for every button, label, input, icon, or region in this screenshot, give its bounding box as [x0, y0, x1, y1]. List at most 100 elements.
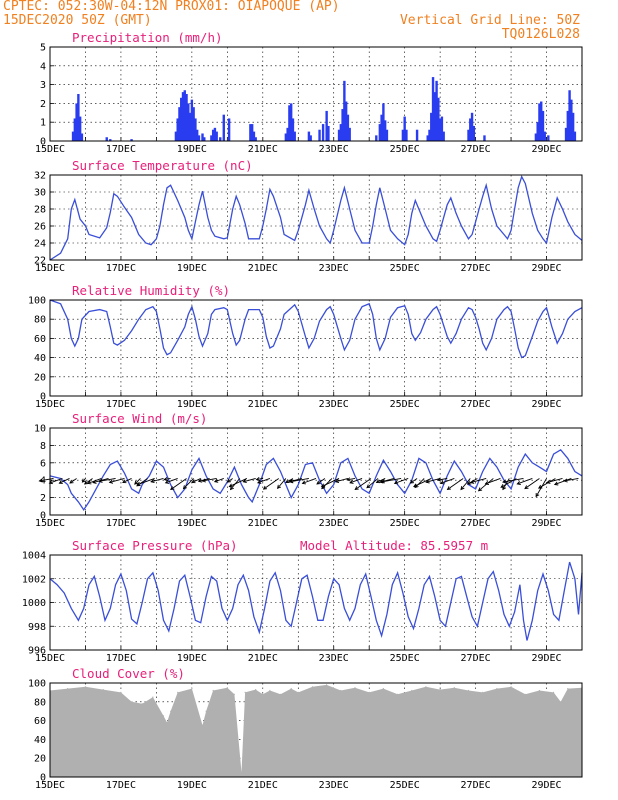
y-tick-label: 20	[34, 754, 46, 765]
cloud-cover-point	[439, 689, 441, 691]
y-tick-label: 2	[40, 99, 46, 110]
precip-bar	[286, 127, 289, 141]
wind-vector	[409, 478, 418, 484]
plot-frame	[49, 427, 583, 516]
y-tick-label: 10	[34, 424, 46, 435]
x-tick-label: 15DEC	[35, 518, 65, 529]
precip-bar	[213, 127, 217, 141]
precip-bar	[348, 127, 351, 141]
cloud-cover-point	[411, 689, 413, 692]
wind-vector	[354, 478, 372, 491]
x-tick-label: 25DEC	[390, 653, 420, 664]
wind-vector	[375, 478, 386, 484]
wind-vector	[58, 478, 70, 484]
x-tick-label: 19DEC	[177, 263, 207, 274]
wind-vector	[257, 478, 271, 484]
cloud-cover-point	[311, 686, 314, 688]
x-tick-label: 19DEC	[177, 144, 207, 155]
precip-bar	[378, 124, 382, 141]
wind-vector	[191, 478, 201, 484]
x-tick-label: 29DEC	[531, 780, 561, 791]
y-tick-label: 60	[34, 716, 46, 727]
wind-vector	[425, 478, 441, 484]
wind-vector	[502, 478, 524, 484]
precip-bar	[252, 131, 256, 141]
panel-title: Relative Humidity (%)	[72, 283, 230, 298]
x-tick-label: 27DEC	[461, 399, 491, 410]
surface-temperature-nc-line	[49, 175, 583, 261]
x-tick-label: 21DEC	[248, 144, 278, 155]
wind-vector	[201, 478, 217, 483]
x-tick-label: 29DEC	[531, 399, 561, 410]
wind-vector	[484, 478, 501, 485]
wind-vector	[122, 478, 132, 484]
x-tick-label: 29DEC	[531, 144, 561, 155]
precip-bar	[195, 129, 199, 141]
panel-title: Cloud Cover (%)	[72, 666, 185, 681]
precip-bar	[250, 124, 254, 141]
precip-bar	[176, 118, 179, 141]
y-tick-label: 1000	[22, 598, 46, 609]
precip-bar	[346, 114, 350, 141]
x-tick-label: 23DEC	[319, 263, 349, 274]
wind-vector	[213, 478, 224, 483]
y-tick-label: 22	[34, 256, 46, 267]
x-tick-label: 23DEC	[319, 780, 349, 791]
cloud-cover-point	[152, 696, 154, 698]
precip-bar	[435, 80, 438, 141]
precip-bar	[564, 127, 568, 141]
precip-bar	[318, 129, 321, 141]
cloud-cover-point	[226, 687, 228, 689]
cloud-cover-point	[131, 701, 133, 703]
precip-bar	[307, 131, 311, 141]
cloud-cover-point	[102, 689, 104, 691]
precip-bar	[203, 137, 206, 141]
precip-bar	[75, 103, 78, 141]
y-tick-label: 80	[34, 697, 46, 708]
y-tick-label: 0	[40, 392, 46, 403]
precip-bar	[293, 131, 296, 141]
y-tick-label: 998	[28, 622, 46, 633]
precip-bar	[249, 124, 252, 141]
cloud-cover-point	[538, 689, 541, 692]
precip-bar	[534, 133, 538, 141]
precip-bar	[380, 114, 383, 141]
surface-wind-m-s-line	[49, 448, 583, 511]
precip-bar	[77, 94, 80, 141]
wind-vector	[289, 478, 309, 484]
precip-bar	[568, 90, 571, 141]
wind-vector	[469, 478, 487, 484]
precip-bar	[211, 129, 215, 141]
cloud-cover-point	[553, 691, 555, 694]
precip-bar	[254, 137, 257, 141]
precip-bar	[109, 139, 112, 141]
wind-vector	[228, 478, 248, 488]
cloud-cover-point	[297, 691, 299, 694]
wind-vector	[163, 477, 171, 482]
y-tick-label: 5	[40, 43, 46, 54]
wind-vector	[546, 478, 563, 484]
precip-bar	[573, 131, 577, 141]
x-tick-label: 21DEC	[248, 518, 278, 529]
wind-vector	[563, 478, 579, 483]
header-line1: CPTEC: 052:30W-04:12N PROX01: OIAPOQUE (…	[3, 0, 340, 14]
cloud-cover-point	[354, 687, 356, 689]
wind-vector	[524, 478, 540, 490]
precip-bar	[327, 125, 330, 141]
cloud-cover-point	[560, 701, 562, 703]
precip-bar	[375, 135, 378, 141]
x-tick-label: 15DEC	[35, 653, 65, 664]
x-tick-label: 21DEC	[248, 263, 278, 274]
wind-vector	[81, 478, 86, 483]
cloud-cover-point	[240, 771, 243, 773]
header-grid-note: Vertical Grid Line: 50Z	[399, 13, 580, 28]
x-tick-label: 27DEC	[461, 518, 491, 529]
cloud-cover-point	[84, 686, 87, 688]
x-tick-label: 15DEC	[35, 399, 65, 410]
header-date: 15DEC2020 50Z (GMT)	[3, 13, 152, 28]
x-tick-label: 17DEC	[106, 653, 136, 664]
wind-vector	[83, 478, 93, 485]
precip-bar	[339, 124, 343, 141]
precip-bar	[401, 129, 405, 141]
cloud-cover-point	[191, 688, 193, 690]
